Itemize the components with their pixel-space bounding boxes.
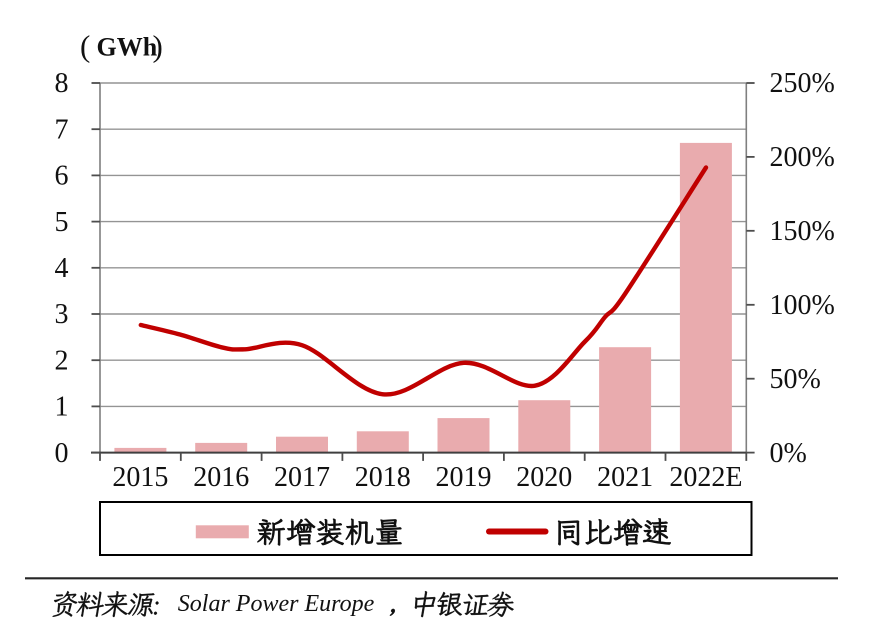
- svg-text:3: 3: [55, 299, 69, 330]
- svg-text:6: 6: [55, 161, 69, 192]
- svg-text:1: 1: [55, 392, 69, 423]
- svg-text:250%: 250%: [770, 68, 835, 99]
- svg-text:GWh: GWh: [97, 33, 158, 62]
- svg-text:0%: 0%: [770, 438, 807, 469]
- svg-text:7: 7: [55, 114, 69, 145]
- svg-text:0: 0: [55, 438, 69, 469]
- svg-text:2020: 2020: [516, 462, 572, 493]
- svg-text:2022E: 2022E: [669, 462, 742, 493]
- svg-text:2018: 2018: [355, 462, 411, 493]
- svg-text:2016: 2016: [193, 462, 249, 493]
- svg-text:8: 8: [55, 68, 69, 99]
- svg-text:5: 5: [55, 207, 69, 238]
- svg-text:2: 2: [55, 345, 69, 376]
- svg-text:150%: 150%: [770, 216, 835, 247]
- svg-text:): ): [153, 29, 163, 64]
- svg-text:2019: 2019: [436, 462, 492, 493]
- svg-text:2021: 2021: [597, 462, 653, 493]
- svg-text:2017: 2017: [274, 462, 330, 493]
- svg-text:200%: 200%: [770, 142, 835, 173]
- svg-text:4: 4: [55, 253, 69, 284]
- svg-text:(: (: [80, 29, 90, 64]
- svg-text:Solar Power Europe: Solar Power Europe: [178, 591, 375, 617]
- svg-text:50%: 50%: [770, 364, 821, 395]
- svg-text:2015: 2015: [112, 462, 168, 493]
- svg-text:100%: 100%: [770, 290, 835, 321]
